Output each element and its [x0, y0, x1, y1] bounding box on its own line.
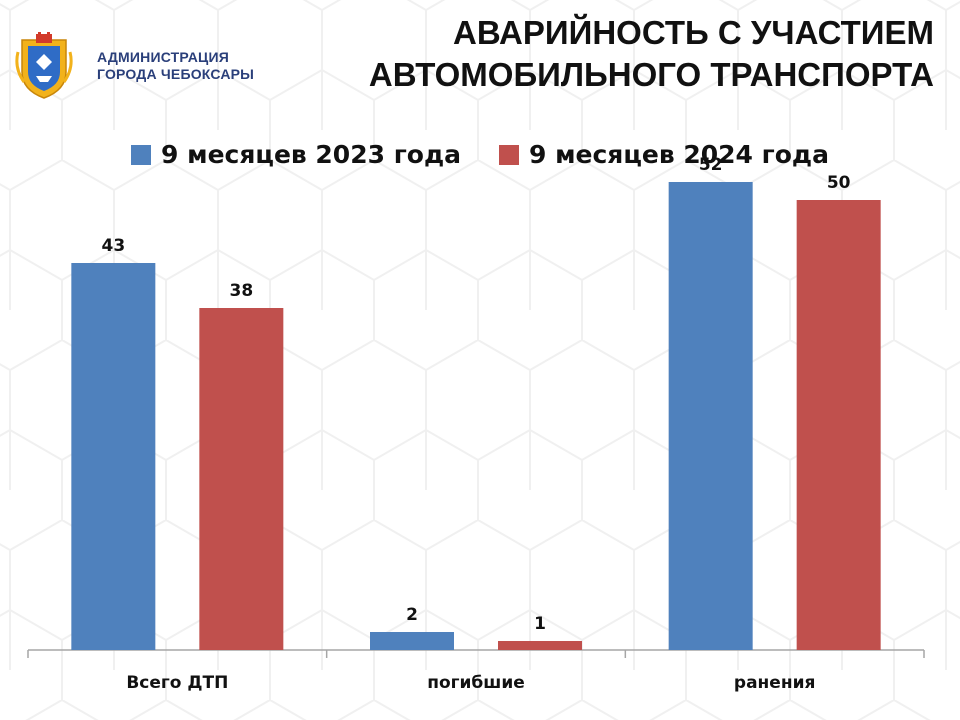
organization-name-line1: АДМИНИСТРАЦИЯ — [97, 49, 229, 65]
data-label: 1 — [534, 614, 546, 634]
organization-name-line2: ГОРОДА ЧЕБОКСАРЫ — [97, 66, 255, 82]
data-label: 38 — [229, 281, 253, 301]
legend-label-2023: 9 месяцев 2023 года — [161, 140, 461, 169]
chart-legend: 9 месяцев 2023 года 9 месяцев 2024 года — [0, 140, 960, 169]
city-coat-of-arms-icon — [15, 32, 73, 99]
bar-2023-2 — [668, 182, 753, 650]
bar-2023-1 — [370, 632, 454, 650]
legend-swatch-2024 — [499, 144, 519, 165]
legend-item-2024: 9 месяцев 2024 года — [499, 140, 829, 169]
category-label: Всего ДТП — [126, 673, 228, 693]
slide-title-line1: АВАРИЙНОСТЬ С УЧАСТИЕМ — [453, 14, 934, 51]
bar-2024-1 — [498, 641, 582, 650]
bar-2024-2 — [796, 200, 881, 650]
data-label: 50 — [827, 173, 851, 193]
legend-item-2023: 9 месяцев 2023 года — [131, 140, 461, 169]
data-label: 43 — [101, 236, 125, 256]
category-label: ранения — [734, 673, 816, 693]
legend-label-2024: 9 месяцев 2024 года — [529, 140, 829, 169]
bar-2023-0 — [71, 263, 156, 650]
slide-title-line2: АВТОМОБИЛЬНОГО ТРАНСПОРТА — [368, 56, 934, 93]
organization-name: АДМИНИСТРАЦИЯ ГОРОДА ЧЕБОКСАРЫ — [97, 49, 254, 83]
slide-title: АВАРИЙНОСТЬ С УЧАСТИЕМ АВТОМОБИЛЬНОГО ТР… — [369, 12, 934, 96]
legend-swatch-2023 — [131, 144, 152, 165]
data-label: 2 — [406, 605, 418, 625]
category-label: погибшие — [427, 673, 525, 693]
data-label: 52 — [699, 155, 723, 175]
bar-2024-0 — [199, 308, 284, 650]
